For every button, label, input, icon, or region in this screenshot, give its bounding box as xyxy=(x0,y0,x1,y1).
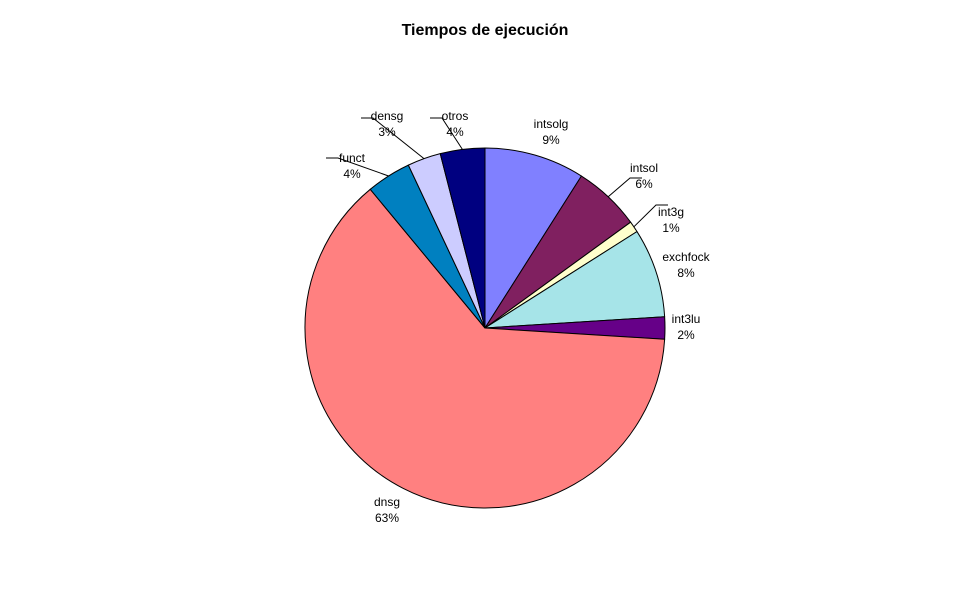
leader-line-otros xyxy=(430,117,463,150)
slice-label-intsolg: intsolg xyxy=(534,117,569,131)
leader-line-int3g xyxy=(633,204,668,228)
slice-label-exchfock: exchfock xyxy=(662,250,710,264)
slice-percent-intsol: 6% xyxy=(635,177,653,191)
slice-label-int3g: int3g xyxy=(658,205,684,219)
chart-title: Tiempos de ejecución xyxy=(401,22,569,39)
pie-slice-otros xyxy=(439,147,486,329)
slice-percent-intsolg: 9% xyxy=(542,133,560,147)
leader-line-funct xyxy=(326,157,389,177)
slice-label-int3lu: int3lu xyxy=(672,312,701,326)
pie-leader-lines xyxy=(326,117,668,228)
slice-label-dnsg: dnsg xyxy=(374,495,400,509)
pie-labels: intsolg 9% intsol 6% int3g 1% exchfock 8% int3lu… xyxy=(339,109,711,525)
slice-percent-dnsg: 63% xyxy=(375,511,399,525)
slice-percent-exchfock: 8% xyxy=(677,266,695,280)
slice-label-funct: funct xyxy=(339,151,366,165)
pie-slices xyxy=(304,147,666,509)
slice-percent-funct: 4% xyxy=(343,167,361,181)
pie-slice-intsolg xyxy=(484,147,582,329)
leader-line-densg xyxy=(361,117,425,159)
slice-label-intsol: intsol xyxy=(630,161,658,175)
leader-line-intsol xyxy=(607,177,642,198)
slice-percent-densg: 3% xyxy=(378,125,396,139)
slice-percent-otros: 4% xyxy=(446,125,464,139)
pie-slice-exchfock xyxy=(484,231,666,329)
slice-percent-int3g: 1% xyxy=(662,221,680,235)
slice-percent-int3lu: 2% xyxy=(677,328,695,342)
slice-label-otros: otros xyxy=(442,109,469,123)
pie-slice-dnsg xyxy=(304,188,666,509)
slice-label-densg: densg xyxy=(371,109,404,123)
